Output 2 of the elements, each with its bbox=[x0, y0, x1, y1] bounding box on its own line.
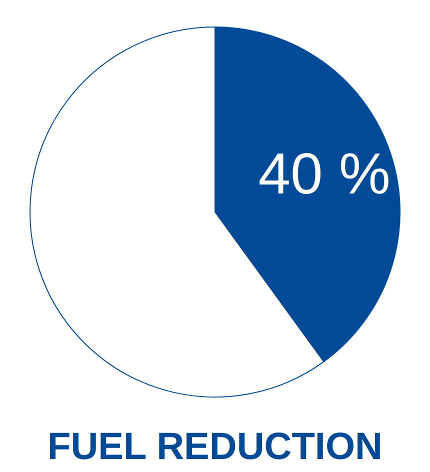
data-label: 40 % bbox=[258, 141, 390, 206]
text: FUEL REDUCTION bbox=[48, 426, 382, 468]
